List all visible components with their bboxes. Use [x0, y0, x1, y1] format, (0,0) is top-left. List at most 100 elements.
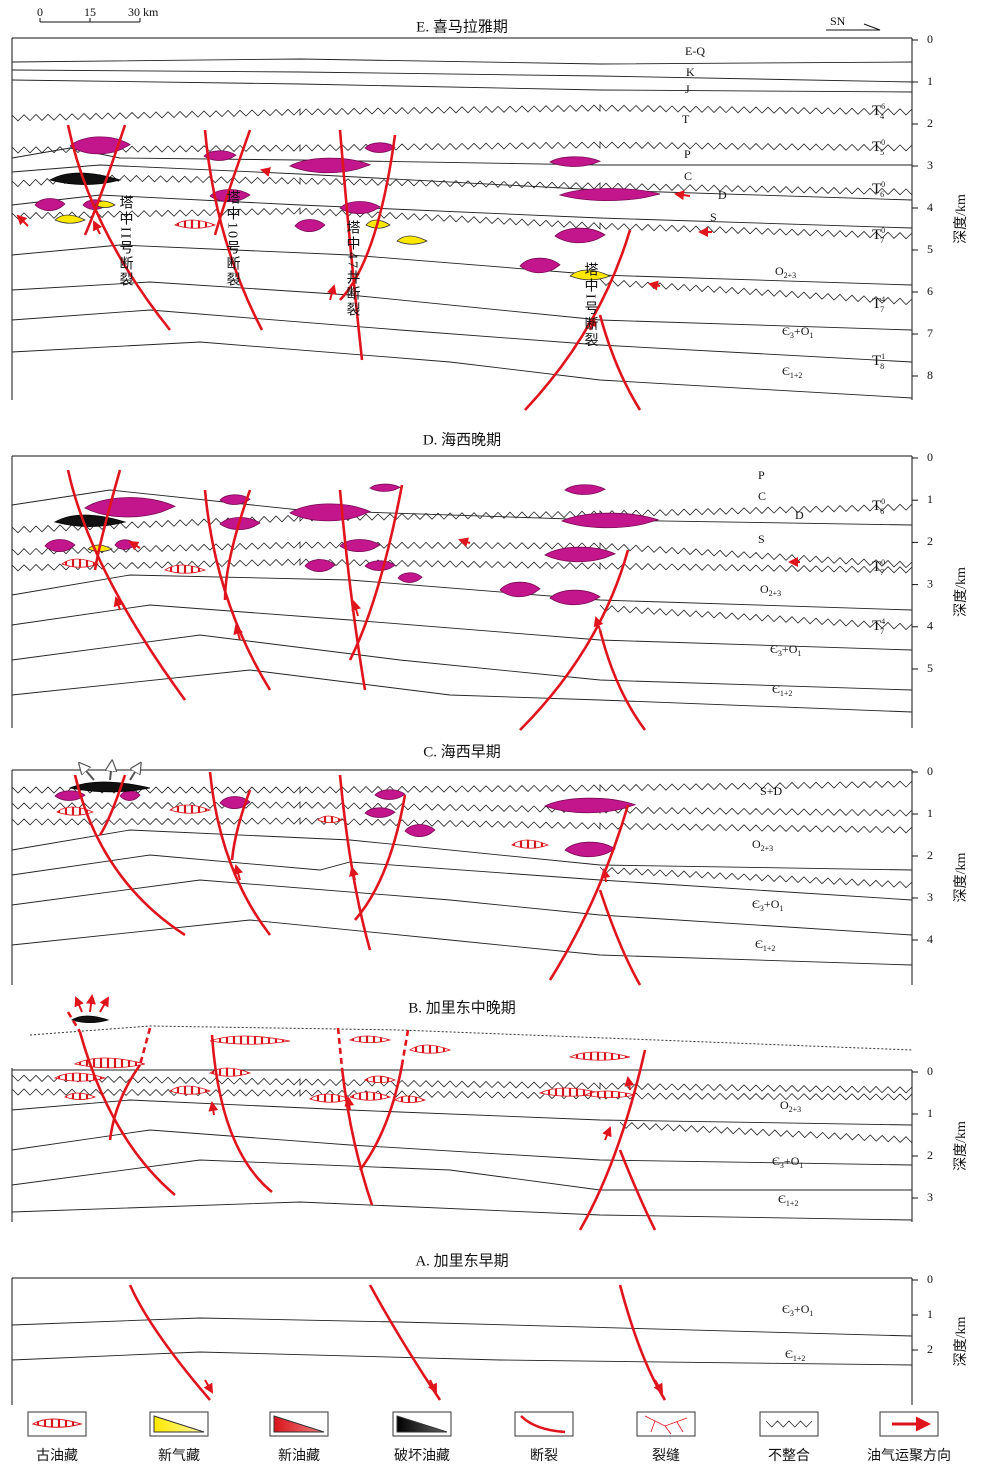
reservoir — [305, 559, 335, 571]
label-run: Є — [782, 1302, 790, 1316]
depth-axis-title: 深度/km — [953, 194, 969, 244]
reservoir — [565, 842, 615, 857]
subscript: 1+2 — [763, 944, 776, 953]
fault — [370, 1285, 440, 1400]
depth-tick-label: 1 — [927, 492, 933, 506]
legend-item: 新油藏 — [270, 1412, 328, 1464]
fault — [110, 1065, 140, 1140]
label-run: O — [760, 582, 769, 596]
legend-item: 裂缝 — [637, 1412, 695, 1464]
strata-label: E-Q — [685, 44, 705, 58]
scale-label: 15 — [84, 5, 96, 19]
reservoir — [70, 782, 150, 792]
stratum-boundary — [12, 80, 912, 92]
depth-axis-title: 深度/km — [953, 567, 969, 617]
label-run: K — [686, 65, 695, 79]
reservoir — [512, 840, 548, 848]
horizon-label: T05 — [872, 138, 885, 157]
fault — [80, 1032, 175, 1195]
migration-arrow — [18, 216, 28, 226]
depth-tick-label: 2 — [927, 116, 933, 130]
direction-label: SN — [830, 14, 846, 28]
depth-axis-title: 深度/km — [953, 1317, 969, 1367]
strata-label: O2+3 — [760, 582, 781, 599]
reservoir — [397, 236, 427, 244]
migration-arrow — [212, 1103, 214, 1115]
label-run: Є — [772, 1154, 780, 1168]
subscript: 1 — [809, 1309, 813, 1318]
subscript: 1+2 — [786, 1199, 799, 1208]
unconformity — [12, 802, 912, 816]
horizon-sub: 7 — [880, 568, 884, 577]
stratum-boundary — [12, 1318, 912, 1336]
legend-label: 新气藏 — [158, 1448, 200, 1464]
strata-label: P — [684, 147, 691, 161]
fault-eroded — [402, 1030, 408, 1065]
depth-tick-label: 3 — [927, 158, 933, 172]
migration-arrow — [676, 194, 690, 196]
unconformity — [12, 1075, 912, 1093]
reservoir — [310, 1094, 350, 1102]
section-panel: E. 喜马拉雅期012345678深度/kmE-QKJTPCDSO2+3Є3+O… — [12, 18, 969, 410]
migration-arrow — [130, 764, 140, 780]
fault — [210, 772, 270, 935]
eroded-surface — [30, 1026, 912, 1050]
reservoir — [170, 1086, 210, 1094]
fault-name: 塔中I号断裂 — [583, 262, 599, 349]
depth-tick-label: 5 — [927, 661, 933, 675]
subscript: 1+2 — [790, 371, 803, 380]
subscript: 1+2 — [793, 1354, 806, 1363]
depth-tick-label: 3 — [927, 576, 933, 590]
section-panel: D. 海西晚期012345深度/kmPCDSO2+3Є3+O1Є1+2T06T0… — [12, 431, 969, 730]
strata-label: P — [758, 468, 765, 482]
legend-label: 古油藏 — [36, 1448, 78, 1464]
section-panel: C. 海西早期01234深度/kmS+DO2+3Є3+O1Є1+2 — [12, 743, 969, 985]
label-run: S+D — [760, 784, 782, 798]
horizon-sup: 0 — [881, 497, 885, 506]
reservoir — [405, 824, 435, 836]
depth-tick-label: 3 — [927, 890, 933, 904]
reservoir — [520, 258, 560, 273]
reservoir — [318, 816, 342, 823]
strata-label: O2+3 — [775, 264, 796, 281]
label-run: D — [795, 508, 804, 522]
depth-tick-label: 4 — [927, 932, 933, 946]
horizon-sub: 6 — [880, 190, 884, 199]
fault — [130, 1285, 210, 1400]
label-run: Є — [772, 682, 780, 696]
strata-label: Є1+2 — [778, 1192, 798, 1209]
depth-tick-label: 2 — [927, 1148, 933, 1162]
panel-title: A. 加里东早期 — [415, 1252, 508, 1269]
horizon-sup: 4 — [881, 295, 885, 304]
migration-arrow — [205, 1380, 212, 1392]
depth-tick-label: 0 — [927, 1272, 933, 1286]
label-run: E-Q — [685, 44, 705, 58]
reservoir — [55, 515, 125, 527]
depth-tick-label: 0 — [927, 32, 933, 46]
legend-item: 破坏油藏 — [393, 1412, 451, 1464]
label-run: Є — [778, 1192, 786, 1206]
fault — [620, 1285, 665, 1400]
label-run: +O — [764, 897, 780, 911]
reservoir — [65, 1093, 95, 1100]
reservoir — [375, 790, 405, 800]
reservoir — [35, 198, 65, 210]
depth-tick-label: 6 — [927, 284, 933, 298]
unconformity — [12, 559, 912, 573]
fault-eroded — [338, 1028, 342, 1068]
reservoir — [545, 798, 635, 813]
subscript: 1+2 — [780, 689, 793, 698]
reservoir — [562, 513, 658, 528]
depth-tick-label: 0 — [927, 764, 933, 778]
stratum-boundary — [12, 342, 912, 398]
fault — [600, 315, 640, 410]
legend-label: 断裂 — [530, 1448, 558, 1464]
depth-tick-label: 2 — [927, 1342, 933, 1356]
reservoir — [370, 484, 400, 491]
label-run: Є — [755, 937, 763, 951]
horizon-label: T47 — [872, 617, 885, 636]
legend-label: 不整合 — [768, 1448, 810, 1464]
legend-item: 油气运聚方向 — [867, 1412, 951, 1464]
depth-tick-label: 0 — [927, 450, 933, 464]
depth-tick-label: 1 — [927, 1307, 933, 1321]
